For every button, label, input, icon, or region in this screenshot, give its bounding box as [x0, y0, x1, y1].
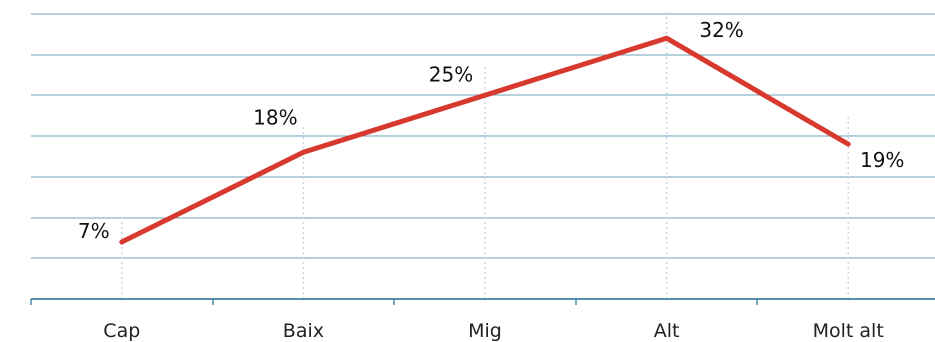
- vertical-drop-lines: [121, 10, 849, 299]
- series-lines: [119, 35, 851, 245]
- x-tick-labels: Cap Baix Mig Alt Molt alt: [103, 320, 883, 342]
- series-line: [119, 35, 851, 245]
- data-label: 18%: [253, 105, 297, 129]
- data-label: 25%: [429, 62, 473, 86]
- x-tick-label: Cap: [103, 320, 140, 342]
- data-label: 32%: [699, 18, 743, 42]
- data-labels: 7% 18% 25% 32% 19%: [78, 18, 904, 243]
- x-tick-label: Baix: [283, 320, 324, 342]
- x-tick-label: Molt alt: [813, 320, 884, 342]
- x-tick-label: Mig: [468, 320, 502, 342]
- data-label: 19%: [860, 148, 904, 172]
- x-tick-label: Alt: [654, 320, 680, 342]
- x-axis: [30, 298, 935, 305]
- data-label: 7%: [78, 219, 110, 243]
